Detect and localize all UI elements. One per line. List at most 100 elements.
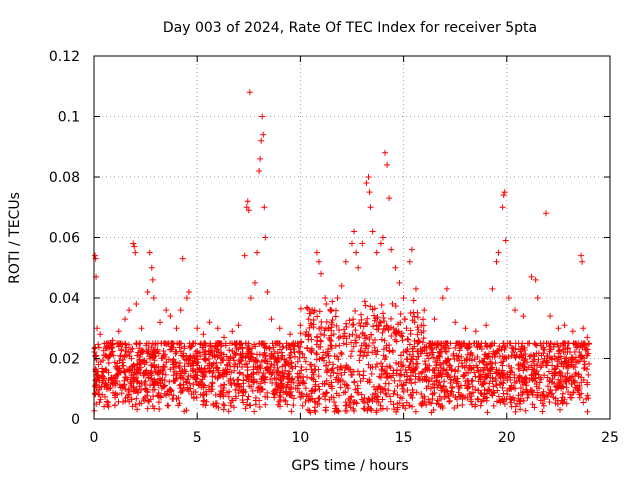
data-point [397, 310, 404, 317]
data-point [264, 288, 271, 295]
data-point [329, 365, 336, 372]
data-point [398, 381, 405, 388]
data-point [379, 234, 386, 241]
data-point [518, 374, 525, 381]
data-point [436, 393, 443, 400]
data-point [406, 402, 413, 409]
data-point [144, 389, 151, 396]
data-point [181, 408, 188, 415]
data-point [150, 295, 157, 301]
data-point [495, 393, 502, 400]
data-point [356, 357, 363, 364]
data-point [289, 365, 296, 372]
data-point [431, 390, 438, 397]
data-point [415, 370, 422, 377]
data-point [395, 328, 402, 335]
data-point [109, 348, 116, 355]
data-point [356, 320, 363, 327]
data-point [563, 363, 570, 370]
data-point [314, 313, 321, 320]
data-point [425, 355, 432, 362]
data-point [407, 309, 414, 316]
data-point [262, 393, 269, 400]
data-point [157, 319, 164, 326]
y-tick-label: 0.12 [49, 49, 80, 65]
data-point [415, 348, 422, 355]
data-point [321, 380, 328, 387]
data-point [372, 315, 379, 322]
data-point [410, 368, 417, 375]
data-point [253, 378, 260, 385]
data-point [126, 307, 133, 314]
data-point [552, 369, 559, 376]
data-point [161, 382, 168, 389]
data-point [223, 353, 230, 360]
data-point [283, 359, 290, 366]
data-point [540, 402, 547, 409]
data-point [328, 345, 335, 352]
data-point [507, 385, 514, 392]
data-point [247, 353, 254, 360]
data-point [332, 307, 339, 314]
data-point [358, 316, 365, 323]
data-point [387, 398, 394, 405]
data-point [107, 384, 114, 391]
data-point [583, 395, 590, 402]
data-point [418, 329, 425, 336]
data-point [245, 207, 252, 214]
data-point [381, 318, 388, 325]
data-point [571, 377, 578, 384]
data-point [120, 362, 127, 369]
data-point [354, 382, 361, 389]
data-point [296, 389, 303, 396]
data-point [517, 397, 524, 404]
data-point [446, 397, 453, 404]
data-point [546, 389, 553, 396]
data-point [240, 389, 247, 396]
data-point [179, 255, 186, 262]
data-point [239, 354, 246, 361]
data-point [498, 359, 505, 366]
data-point [443, 358, 450, 365]
data-point [306, 310, 313, 317]
data-point [298, 390, 305, 397]
data-point [382, 370, 389, 377]
data-point [201, 373, 208, 380]
data-point [236, 357, 243, 364]
data-point [493, 258, 500, 265]
data-point [212, 391, 219, 398]
data-point [255, 369, 262, 376]
data-point [475, 368, 482, 375]
data-point [434, 374, 441, 381]
data-point [137, 340, 144, 347]
data-point [576, 349, 583, 356]
axis-ticks: 0 5 10 15 20 25 0 0.02 0.04 0.06 0.08 0.1 0.12 [49, 49, 619, 446]
data-point [298, 364, 305, 371]
data-point [559, 390, 566, 397]
data-point [167, 386, 174, 393]
data-point [373, 361, 380, 368]
data-point [396, 377, 403, 384]
data-point [287, 346, 294, 353]
data-point [362, 341, 369, 348]
data-point [246, 348, 253, 355]
data-point [258, 340, 265, 347]
data-point [492, 350, 499, 357]
data-point [474, 343, 481, 350]
data-point [412, 379, 419, 386]
data-point [239, 363, 246, 370]
data-point [369, 349, 376, 356]
data-point [149, 276, 156, 283]
data-point [412, 408, 419, 415]
data-point [468, 350, 475, 357]
data-point [183, 295, 190, 301]
data-point [170, 364, 177, 371]
data-point [490, 402, 497, 409]
y-tick-label: 0.06 [49, 231, 80, 247]
data-point [407, 330, 414, 337]
data-point [483, 362, 490, 369]
data-point [381, 337, 388, 344]
data-point [190, 388, 197, 395]
data-point [166, 386, 173, 393]
x-tick-label: 25 [601, 430, 619, 446]
